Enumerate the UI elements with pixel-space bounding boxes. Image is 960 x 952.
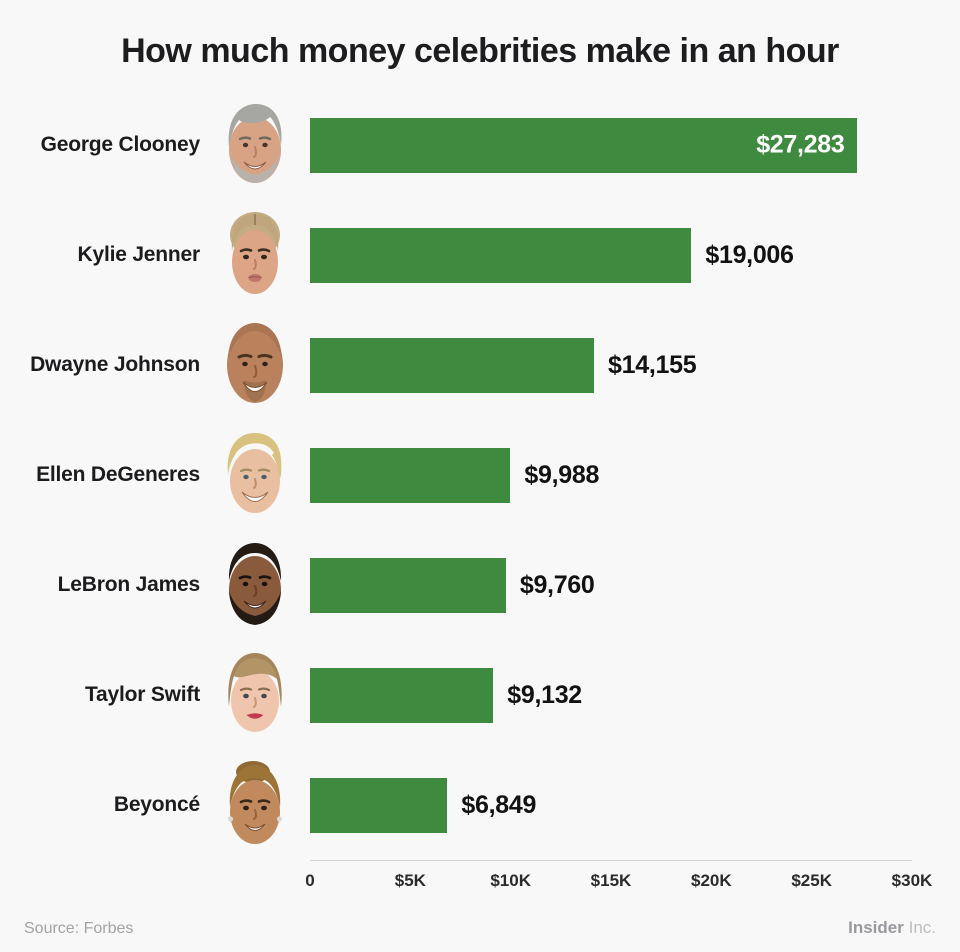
bar-area: $9,760	[310, 557, 912, 613]
insider-logo-bold: Insider	[848, 918, 904, 937]
bar-row-ellen-degeneres: Ellen DeGeneres $9,988	[0, 420, 960, 530]
dwayne-johnson-photo	[227, 323, 283, 404]
bar-value-label: $19,006	[705, 240, 794, 269]
bar-value-label: $6,849	[461, 790, 537, 819]
chart-title: How much money celebrities make in an ho…	[121, 32, 839, 70]
avatar-beyonce	[200, 755, 310, 855]
avatar-taylor-swift	[200, 645, 310, 745]
avatar-ellen-degeneres	[200, 425, 310, 525]
bar-area: $9,132	[310, 667, 912, 723]
bar-area: $14,155	[310, 337, 912, 393]
x-axis-tick: 0	[305, 871, 315, 891]
avatar-dwayne-johnson	[200, 315, 310, 415]
bar-area: $6,849	[310, 777, 912, 833]
celebrity-name: George Clooney	[40, 133, 201, 157]
bar-value-label: $9,760	[519, 570, 595, 599]
celebrity-name: Taylor Swift	[84, 683, 200, 707]
bar-george-clooney: $27,283	[310, 117, 858, 173]
bar-row-kylie-jenner: Kylie Jenner $19,006	[0, 200, 960, 310]
bar-area: $19,006	[310, 227, 912, 283]
bar-taylor-swift	[310, 667, 494, 723]
bar-value-label: $9,988	[524, 460, 600, 489]
bar-dwayne-johnson	[310, 337, 595, 393]
celebrity-name: Ellen DeGeneres	[36, 463, 200, 487]
x-axis-tick: $5K	[394, 871, 426, 891]
bar-area: $27,283	[310, 117, 912, 173]
bar-value-label: $9,132	[507, 680, 582, 709]
celebrity-name: LeBron James	[57, 573, 201, 597]
bar-row-beyonce: Beyoncé $6,849	[0, 750, 960, 860]
celebrity-name: Dwayne Johnson	[30, 353, 200, 377]
bar-rows: George Clooney $27,283	[0, 90, 960, 860]
source-credit: Source: Forbes	[24, 920, 134, 937]
avatar-kylie-jenner	[200, 205, 310, 305]
george-clooney-photo	[228, 104, 282, 184]
footer: Source: Forbes Insider Inc.	[0, 918, 960, 938]
insider-logo: Insider Inc.	[848, 918, 936, 938]
kylie-jenner-photo	[230, 212, 280, 295]
bar-value-label: $27,283	[756, 130, 845, 159]
x-axis: 0 $5K $10K $15K $20K $25K $30K	[305, 860, 932, 899]
bar-value-label: $14,155	[608, 350, 697, 379]
bar-ellen-degeneres	[310, 447, 511, 503]
bar-area: $9,988	[310, 447, 912, 503]
insider-logo-light: Inc.	[908, 918, 936, 937]
celebrity-name: Beyoncé	[113, 793, 200, 817]
bar-row-lebron-james: LeBron James $9,760	[0, 530, 960, 640]
x-axis-tick: $30K	[891, 871, 933, 891]
bar-row-george-clooney: George Clooney $27,283	[0, 90, 960, 200]
avatar-lebron-james	[200, 535, 310, 635]
bar-lebron-james	[310, 557, 506, 613]
bar-kylie-jenner	[310, 227, 692, 283]
celebrity-name: Kylie Jenner	[77, 243, 201, 267]
lebron-james-photo	[228, 543, 282, 626]
bar-row-taylor-swift: Taylor Swift $9,132	[0, 640, 960, 750]
avatar-george-clooney	[200, 95, 310, 195]
x-axis-tick: $25K	[791, 871, 832, 891]
x-axis-tick: $20K	[691, 871, 732, 891]
beyonce-photo	[227, 761, 283, 845]
bar-row-dwayne-johnson: Dwayne Johnson $14,155	[0, 310, 960, 420]
x-axis-tick: $15K	[590, 871, 632, 891]
taylor-swift-photo	[228, 653, 282, 733]
bar-beyonce	[310, 777, 448, 833]
x-axis-tick: $10K	[490, 871, 531, 891]
ellen-degeneres-photo	[227, 433, 282, 514]
